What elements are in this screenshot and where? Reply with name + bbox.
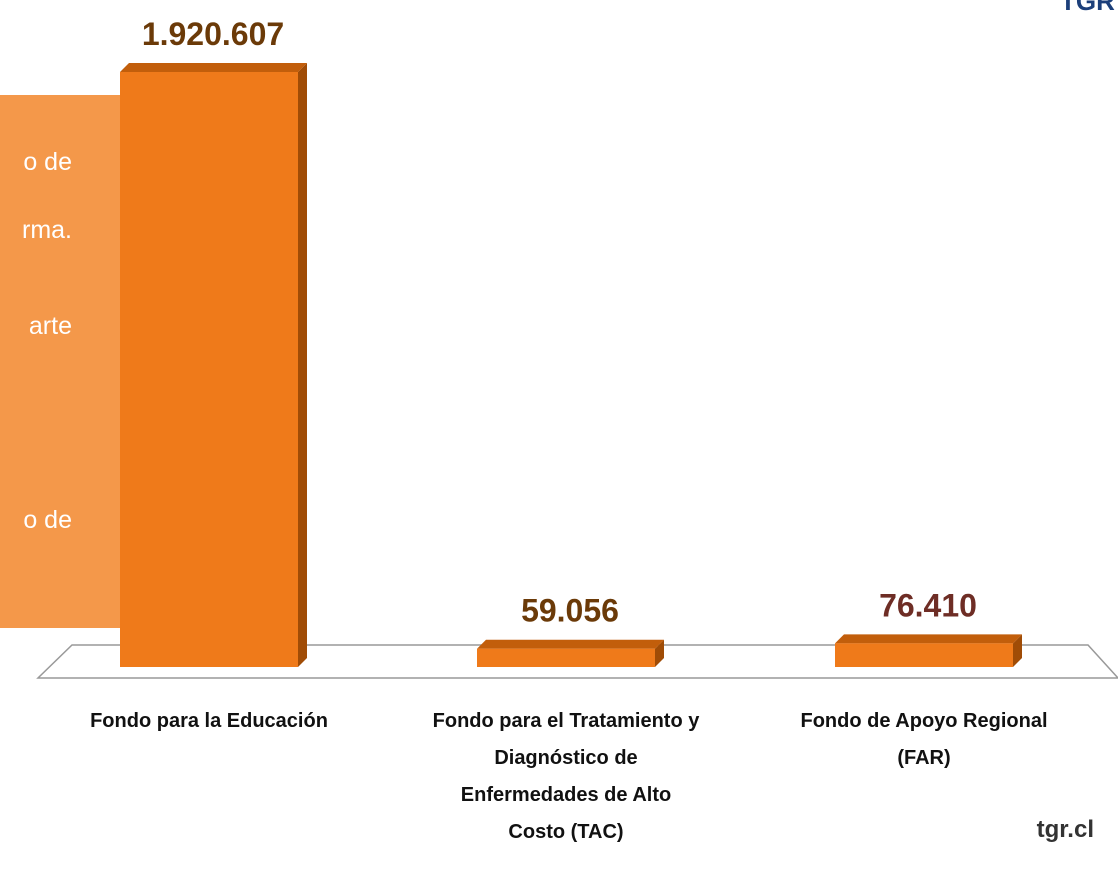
bar bbox=[477, 639, 664, 667]
logo: TGR bbox=[1060, 0, 1115, 16]
value-label: 1.920.607 bbox=[142, 16, 284, 52]
box-line: o de bbox=[23, 506, 72, 534]
bar-front bbox=[477, 648, 655, 667]
bar-side bbox=[298, 63, 307, 667]
site-url: tgr.cl bbox=[1037, 816, 1094, 843]
value-label: 76.410 bbox=[879, 587, 977, 623]
bar-top bbox=[835, 634, 1022, 644]
bar-top bbox=[477, 639, 664, 649]
bar-side bbox=[1013, 634, 1022, 667]
box-line: o de bbox=[23, 148, 72, 176]
category-label: Fondo para el Tratamiento y Diagnóstico … bbox=[432, 710, 700, 843]
bar-front bbox=[120, 72, 298, 667]
bar-side bbox=[655, 639, 664, 667]
bar bbox=[120, 63, 307, 667]
text-box bbox=[0, 95, 122, 628]
category-label: Fondo de Apoyo Regional (FAR) bbox=[800, 710, 1048, 769]
bar bbox=[835, 634, 1022, 667]
bar-front bbox=[835, 643, 1013, 667]
box-line: rma. bbox=[22, 216, 72, 244]
value-label: 59.056 bbox=[521, 593, 619, 629]
box-line: arte bbox=[29, 312, 72, 340]
floor bbox=[36, 644, 1118, 679]
bar-top bbox=[120, 63, 307, 72]
category-label: Fondo para la Educación bbox=[90, 710, 328, 732]
